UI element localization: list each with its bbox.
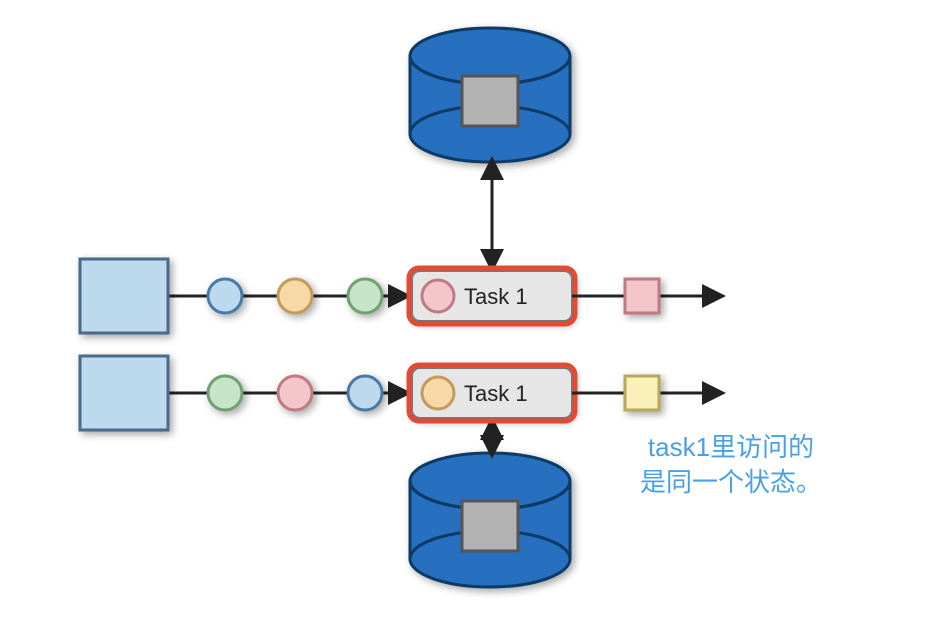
source-box bbox=[80, 259, 168, 333]
stream-event bbox=[278, 376, 312, 410]
stream-event bbox=[208, 376, 242, 410]
diagram-canvas: Task 1 Task 1 task1里访问的 是同一个状态。 bbox=[0, 0, 942, 622]
output-event bbox=[625, 376, 659, 410]
task-label: Task 1 bbox=[464, 284, 528, 309]
source-box bbox=[80, 356, 168, 430]
datastore-inner-box bbox=[462, 76, 518, 126]
stream-event bbox=[208, 279, 242, 313]
task-status-icon bbox=[422, 280, 454, 312]
stream-event bbox=[278, 279, 312, 313]
annotation-line1: task1里访问的 bbox=[648, 432, 814, 462]
datastore bbox=[410, 453, 570, 587]
task-status-icon bbox=[422, 377, 454, 409]
annotation-text: task1里访问的 是同一个状态。 bbox=[640, 430, 822, 500]
task-box: Task 1 bbox=[412, 271, 572, 321]
datastore bbox=[410, 28, 570, 162]
task-label: Task 1 bbox=[464, 381, 528, 406]
datastore-inner-box bbox=[462, 501, 518, 551]
stream-event bbox=[348, 376, 382, 410]
stream-event bbox=[348, 279, 382, 313]
task-box: Task 1 bbox=[412, 368, 572, 418]
diagram-svg: Task 1 Task 1 bbox=[0, 0, 942, 622]
output-event bbox=[625, 279, 659, 313]
annotation-line2: 是同一个状态。 bbox=[640, 467, 822, 497]
